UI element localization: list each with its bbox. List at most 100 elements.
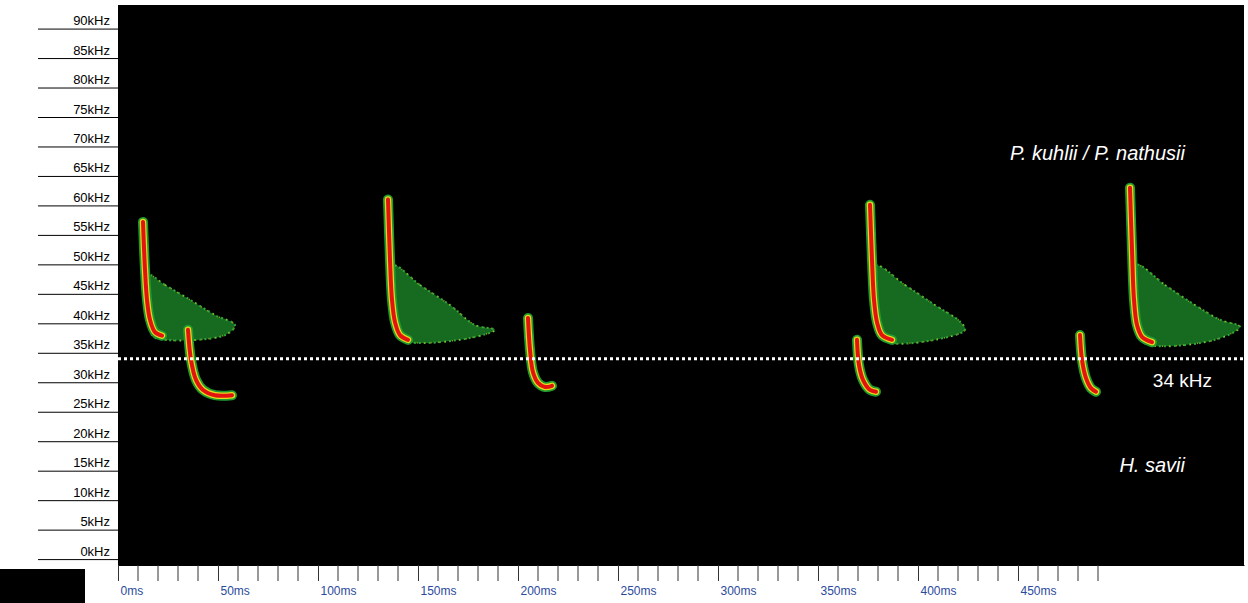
call-halo [857,340,876,392]
x-axis: 0ms50ms100ms150ms200ms250ms300ms350ms400… [119,565,1245,598]
x-minor-tick [638,565,639,581]
x-minor-tick [998,565,999,581]
x-minor-tick [138,565,139,581]
x-tick-line [618,565,619,581]
y-tick: 45kHz [38,278,118,294]
x-tick-label: 250ms [621,584,657,598]
x-tick-label: 400ms [921,584,957,598]
y-tick-label: 40kHz [73,308,110,323]
x-minor-ticks [138,565,1098,581]
y-tick-line [38,117,118,118]
x-tick-line [1018,565,1019,581]
x-minor-tick [778,565,779,581]
y-tick: 70kHz [38,131,118,147]
x-minor-tick [258,565,259,581]
y-tick-line [38,294,118,295]
echo [389,265,495,343]
x-minor-tick [978,565,979,581]
y-tick: 85kHz [38,43,118,59]
y-tick: 25kHz [38,396,118,412]
x-tick-line [318,565,319,581]
call-core [528,318,552,387]
x-minor-tick [958,565,959,581]
y-tick-line [38,471,118,472]
call-mid [143,222,162,336]
call-core [143,222,162,336]
y-tick-label: 10kHz [73,485,110,500]
series-label: H. savii [1119,454,1185,476]
x-minor-tick [338,565,339,581]
echo-speckle [389,265,495,343]
y-tick-label: 55kHz [73,219,110,234]
corner-block [0,569,85,603]
y-tick-line [38,88,118,89]
y-tick-label: 15kHz [73,455,110,470]
marks [118,188,1244,396]
x-minor-tick [838,565,839,581]
x-tick: 0ms [119,565,144,598]
x-minor-tick [238,565,239,581]
x-minor-tick [178,565,179,581]
reference-label: 34 kHz [1153,370,1212,391]
y-tick-label: 5kHz [80,514,110,529]
x-minor-tick [558,565,559,581]
y-tick-line [38,146,118,147]
y-tick: 5kHz [38,514,118,530]
y-tick-line [38,58,118,59]
x-tick: 300ms [719,565,757,598]
y-tick: 90kHz [38,13,118,29]
annotations: 34 kHz P. kuhlii / P. nathusii H. savii [1010,142,1212,476]
call-core [188,330,232,396]
x-tick-line [518,565,519,581]
x-tick: 400ms [919,565,957,598]
call-mid [528,318,552,387]
y-tick-label: 50kHz [73,249,110,264]
x-minor-tick [438,565,439,581]
x-minor-tick [858,565,859,581]
call-mid [870,205,892,340]
y-tick-line [38,382,118,383]
y-tick-line [38,353,118,354]
x-tick: 250ms [619,565,657,598]
y-axis: 0kHz5kHz10kHz15kHz20kHz25kHz30kHz35kHz40… [38,6,119,566]
y-tick-label: 25kHz [73,396,110,411]
x-tick-line [918,565,919,581]
call-halo [388,200,408,340]
y-tick-label: 85kHz [73,43,110,58]
y-axis-line [118,6,119,566]
call-mid [857,340,876,392]
y-tick: 75kHz [38,102,118,118]
y-tick-line [38,500,118,501]
x-tick: 350ms [819,565,857,598]
x-minor-tick [278,565,279,581]
y-tick: 0kHz [38,544,118,560]
y-tick: 15kHz [38,455,118,471]
x-tick-label: 150ms [421,584,457,598]
y-tick-line [38,29,118,30]
x-minor-tick [738,565,739,581]
call-core [857,340,876,392]
x-minor-tick [678,565,679,581]
x-tick-line [218,565,219,581]
x-tick: 450ms [1019,565,1057,598]
y-tick-label: 80kHz [73,72,110,87]
call-halo [1130,188,1152,342]
y-tick: 80kHz [38,72,118,88]
y-tick-label: 30kHz [73,367,110,382]
x-minor-tick [498,565,499,581]
x-minor-tick [398,565,399,581]
y-tick: 60kHz [38,190,118,206]
y-tick-label: 0kHz [80,544,110,559]
call-mid [188,330,232,396]
call-halo [1080,335,1096,392]
x-tick: 150ms [419,565,457,598]
x-minor-tick [158,565,159,581]
y-tick-label: 20kHz [73,426,110,441]
echo-speckle [1132,265,1240,347]
call-core [1080,335,1096,392]
x-tick-line [818,565,819,581]
x-tick-line [718,565,719,581]
x-minor-tick [898,565,899,581]
series-label: P. kuhlii / P. nathusii [1010,142,1185,164]
x-minor-tick [1078,565,1079,581]
